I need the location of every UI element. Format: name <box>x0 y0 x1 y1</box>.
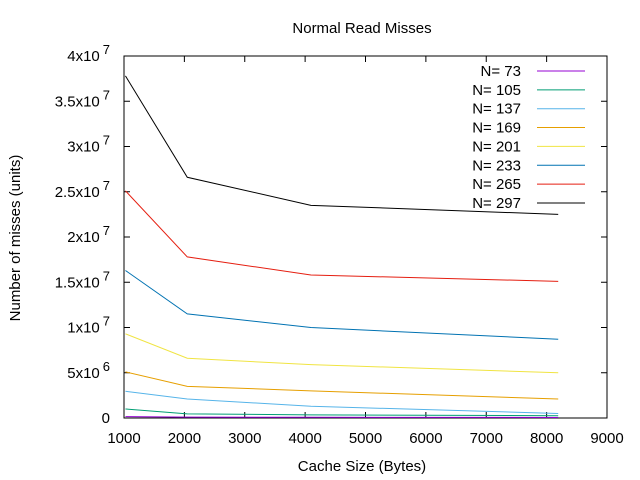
series-line-6 <box>125 190 559 282</box>
y-tick-label: 1.5x10 7 <box>55 268 110 291</box>
y-tick-label-base: 3x10 <box>67 139 100 156</box>
y-tick-label-base: 0 <box>102 410 110 427</box>
y-tick-label: 2x10 7 <box>67 223 110 246</box>
plot-area-frame <box>123 55 608 419</box>
series-line-4 <box>125 333 559 374</box>
y-tick-label-exponent: 6 <box>103 359 110 374</box>
legend-label: N= 137 <box>472 101 521 118</box>
legend-label: N= 297 <box>472 195 521 212</box>
y-tick-label-base: 5x10 <box>67 365 100 382</box>
series-line-3 <box>125 371 559 400</box>
x-tick-label: 2000 <box>168 430 201 447</box>
y-tick-label: 3.5x10 7 <box>55 87 110 110</box>
series-line-7 <box>125 75 559 215</box>
y-tick-label-base: 2x10 <box>67 229 100 246</box>
x-tick-label: 5000 <box>349 430 382 447</box>
y-tick-label-exponent: 7 <box>103 133 110 148</box>
x-tick-label: 4000 <box>288 430 321 447</box>
x-tick-label: 9000 <box>590 430 623 447</box>
y-tick-label-exponent: 7 <box>103 268 110 283</box>
series-lines <box>125 75 559 418</box>
y-tick-label: 1x10 7 <box>67 314 110 337</box>
legend-label: N= 201 <box>472 138 521 155</box>
x-tick-label: 3000 <box>228 430 261 447</box>
y-tick-label-base: 4x10 <box>67 48 100 65</box>
y-tick-label-base: 3.5x10 <box>55 93 100 110</box>
y-tick-label-exponent: 7 <box>103 223 110 238</box>
legend-label: N= 105 <box>472 82 521 99</box>
y-tick-label: 3x10 7 <box>67 133 110 156</box>
y-tick-label-base: 1.5x10 <box>55 274 100 291</box>
y-tick-label-exponent: 7 <box>103 87 110 102</box>
y-tick-label: 4x10 7 <box>67 42 110 65</box>
y-axis-label: Number of misses (units) <box>7 155 24 322</box>
series-line-5 <box>125 270 559 340</box>
legend-label: N= 169 <box>472 120 521 137</box>
x-tick-label: 8000 <box>530 430 563 447</box>
y-tick-label-exponent: 7 <box>103 42 110 57</box>
chart-title: Normal Read Misses <box>292 20 431 37</box>
x-axis-label: Cache Size (Bytes) <box>298 458 426 475</box>
legend-label: N= 265 <box>472 176 521 193</box>
series-line-1 <box>125 408 559 417</box>
y-tick-label: 2.5x10 7 <box>55 178 110 201</box>
series-line-2 <box>125 390 559 414</box>
y-tick-label-base: 1x10 <box>67 320 100 337</box>
legend-label: N= 233 <box>472 157 521 174</box>
series-line-0 <box>125 416 559 418</box>
y-tick-label-base: 2.5x10 <box>55 184 100 201</box>
x-axis-ticks: 1000 2000 3000 4000 5000 6000 7000 8000 9000 <box>107 56 624 447</box>
legend-label: N= 73 <box>481 63 521 80</box>
x-tick-label: 7000 <box>470 430 503 447</box>
y-tick-label-exponent: 7 <box>103 178 110 193</box>
y-tick-label-exponent: 7 <box>103 314 110 329</box>
y-tick-label: 0 <box>102 410 110 427</box>
y-tick-label: 5x10 6 <box>67 359 110 382</box>
x-tick-label: 6000 <box>409 430 442 447</box>
x-tick-label: 1000 <box>107 430 140 447</box>
